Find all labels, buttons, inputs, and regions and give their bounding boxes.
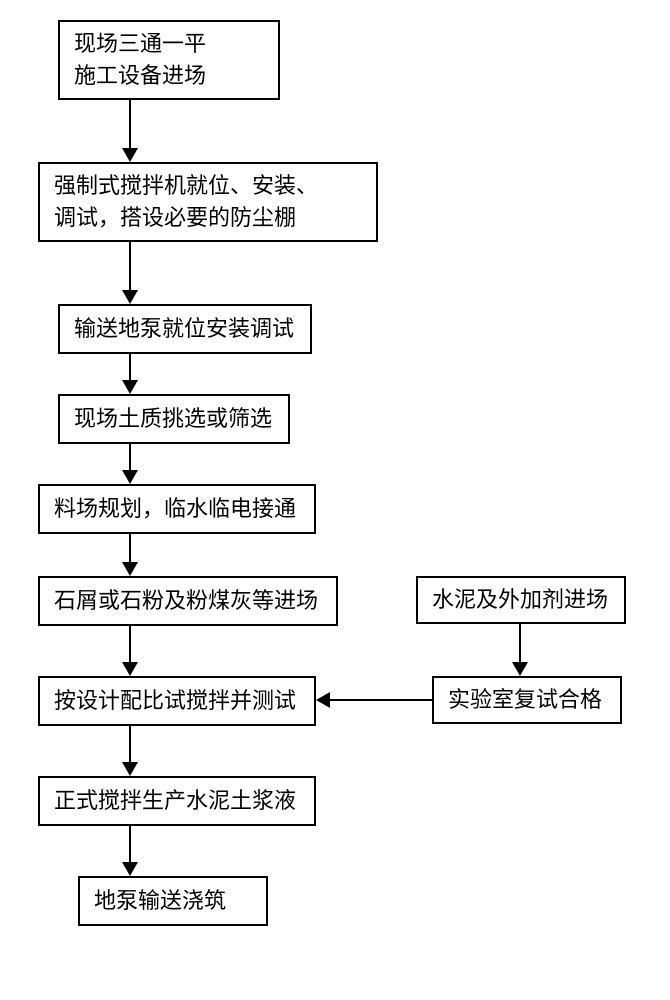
edge-line [129, 626, 131, 662]
arrow-down-icon [122, 380, 138, 394]
arrow-left-icon [316, 692, 330, 708]
node-cement-enter: 水泥及外加剂进场 [416, 576, 626, 624]
node-mixer-install: 强制式搅拌机就位、安装、 调试，搭设必要的防尘棚 [38, 162, 378, 242]
arrow-down-icon [122, 562, 138, 576]
edge-line [129, 726, 131, 762]
edge-line [129, 534, 131, 562]
edge-line [330, 699, 432, 701]
node-formal-mix: 正式搅拌生产水泥土浆液 [38, 776, 316, 826]
node-pump-pour: 地泵输送浇筑 [78, 876, 268, 926]
edge-line [129, 354, 131, 380]
arrow-down-icon [122, 662, 138, 676]
node-materials-enter: 石屑或石粉及粉煤灰等进场 [38, 576, 338, 626]
edge-line [129, 242, 131, 290]
node-yard-plan: 料场规划，临水临电接通 [38, 484, 316, 534]
arrow-down-icon [512, 662, 528, 676]
flowchart-canvas: 现场三通一平 施工设备进场 强制式搅拌机就位、安装、 调试，搭设必要的防尘棚 输… [0, 0, 670, 1000]
node-lab-retest: 实验室复试合格 [432, 676, 622, 724]
edge-line [129, 100, 131, 148]
arrow-down-icon [122, 862, 138, 876]
arrow-down-icon [122, 148, 138, 162]
edge-line [129, 826, 131, 862]
node-trial-mix: 按设计配比试搅拌并测试 [38, 676, 316, 726]
edge-line [519, 624, 521, 662]
arrow-down-icon [122, 470, 138, 484]
node-soil-select: 现场土质挑选或筛选 [58, 394, 290, 444]
node-site-prep: 现场三通一平 施工设备进场 [58, 20, 280, 100]
arrow-down-icon [122, 762, 138, 776]
arrow-down-icon [122, 290, 138, 304]
edge-line [129, 444, 131, 470]
node-pump-install: 输送地泵就位安装调试 [58, 304, 312, 354]
